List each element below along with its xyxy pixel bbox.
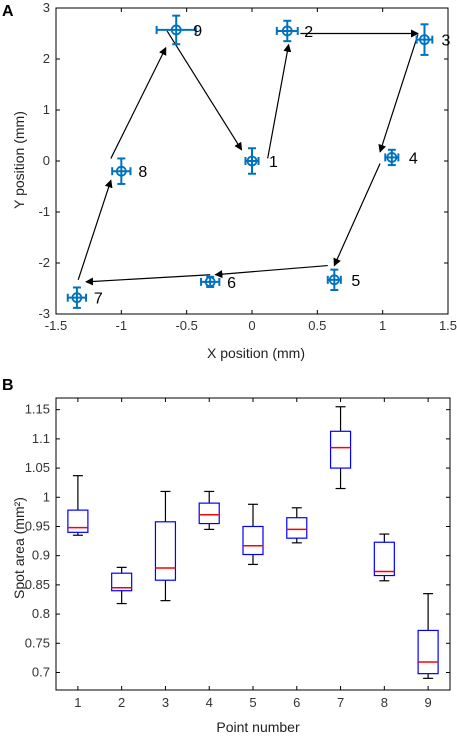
data-point-marker xyxy=(204,276,216,288)
x-tick-label-b: 1 xyxy=(74,695,81,710)
x-tick-label-a: -1 xyxy=(116,318,128,333)
data-point-marker xyxy=(170,24,182,36)
position-plot: -1.5 -1 -0.5 0 0.5 1 1.5 -3 -2 -1 0 1 2 3 1 2 3 4 5 6 7 8 9 xyxy=(38,0,457,333)
point-number-label: 1 xyxy=(269,154,278,171)
y-tick-label-b: 1.1 xyxy=(32,431,50,446)
iqr-box xyxy=(154,521,177,581)
panel-label-a: A xyxy=(2,3,14,20)
data-point-marker xyxy=(246,155,258,167)
x-tick-label-b: 9 xyxy=(424,695,431,710)
path-arrow xyxy=(378,34,419,153)
y-tick-label-b: 0.9 xyxy=(32,548,50,563)
point-number-label: 6 xyxy=(227,275,236,292)
x-tick-label-a: 1.5 xyxy=(439,318,457,333)
data-point-marker xyxy=(115,165,127,177)
data-point-marker xyxy=(328,274,340,286)
y-tick-label-b: 1.15 xyxy=(25,402,50,417)
iqr-box xyxy=(329,430,352,469)
x-axis-label-b: Point number xyxy=(216,719,300,735)
path-arrow xyxy=(110,46,167,159)
point-number-label: 3 xyxy=(441,33,450,50)
iqr-box xyxy=(67,509,89,533)
x-tick-label-b: 3 xyxy=(162,695,169,710)
y-tick-label-b: 0.85 xyxy=(25,577,50,592)
point-number-label: 7 xyxy=(94,291,103,308)
iqr-box xyxy=(286,517,308,539)
y-axis-label-a: Y position (mm) xyxy=(11,111,27,209)
y-tick-label-a: 1 xyxy=(43,102,50,117)
y-axis-label-b: Spot area (mm²) xyxy=(11,497,27,599)
point-number-label: 4 xyxy=(409,150,418,167)
point-number-label: 5 xyxy=(351,273,360,290)
panel-label-b: B xyxy=(2,377,14,394)
point-number-label: 8 xyxy=(138,164,147,181)
path-arrow xyxy=(267,43,292,159)
y-tick-label-a: -3 xyxy=(38,306,50,321)
x-tick-label-b: 4 xyxy=(206,695,213,710)
path-arrow xyxy=(333,163,381,267)
x-tick-label-a: -1.5 xyxy=(45,318,67,333)
spot-area-boxplot: 0.7 0.75 0.8 0.85 0.9 0.95 1 1.05 1.1 1.15 1 2 3 4 5 6 7… xyxy=(25,397,451,710)
y-tick-label-a: 2 xyxy=(43,51,50,66)
point-number-label: 2 xyxy=(304,24,313,41)
data-point-marker xyxy=(419,34,430,46)
path-arrow xyxy=(77,179,113,281)
iqr-box xyxy=(242,525,264,556)
y-tick-label-a: 3 xyxy=(43,0,50,15)
y-tick-label-a: -1 xyxy=(38,204,50,219)
x-tick-label-b: 7 xyxy=(337,695,344,710)
data-point-marker xyxy=(281,25,293,37)
iqr-box xyxy=(111,572,133,592)
data-point-marker xyxy=(71,292,83,304)
path-arrow xyxy=(166,30,243,151)
iqr-box xyxy=(198,502,220,525)
path-arrow xyxy=(85,274,211,286)
y-tick-label-b: 1.05 xyxy=(25,460,50,475)
x-tick-label-b: 8 xyxy=(381,695,388,710)
y-tick-label-b: 1 xyxy=(43,489,50,504)
y-tick-label-b: 0.8 xyxy=(32,606,50,621)
data-point-marker xyxy=(386,152,398,163)
x-tick-label-a: 1 xyxy=(379,318,386,333)
x-tick-label-b: 5 xyxy=(249,695,256,710)
y-tick-label-b: 0.95 xyxy=(25,518,50,533)
y-tick-label-b: 0.75 xyxy=(25,635,50,650)
y-tick-label-a: 0 xyxy=(43,153,50,168)
iqr-box xyxy=(417,629,439,675)
y-tick-label-b: 0.7 xyxy=(32,664,50,679)
path-arrow xyxy=(214,264,328,279)
x-tick-label-a: 0.5 xyxy=(308,318,326,333)
x-axis-label-a: X position (mm) xyxy=(207,345,305,361)
point-number-label: 9 xyxy=(193,23,202,40)
iqr-box xyxy=(373,541,395,577)
x-tick-label-a: -0.5 xyxy=(175,318,197,333)
x-tick-label-b: 6 xyxy=(293,695,300,710)
x-tick-label-a: 0 xyxy=(248,318,255,333)
x-tick-label-b: 2 xyxy=(118,695,125,710)
y-tick-label-a: -2 xyxy=(38,255,50,270)
